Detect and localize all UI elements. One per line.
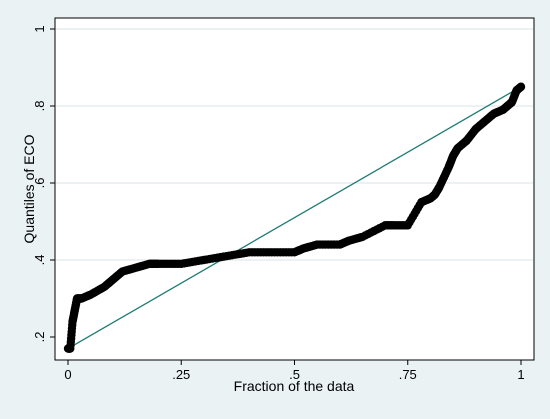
plot-area <box>54 17 535 361</box>
y-axis: .2 .4 .6 .8 1 <box>32 25 55 342</box>
x-tick-label: .75 <box>399 367 417 382</box>
y-tick-label: .4 <box>32 255 47 266</box>
data-point <box>516 82 526 91</box>
x-tick-label: .5 <box>289 367 300 382</box>
y-tick-label: .6 <box>32 178 47 189</box>
x-tick-label: 0 <box>64 367 71 382</box>
reference-line-group <box>67 86 522 350</box>
x-tick-label: 1 <box>517 367 524 382</box>
x-tick-label: .25 <box>172 367 190 382</box>
y-tick-label: .8 <box>32 101 47 112</box>
x-axis-label: Fraction of the data <box>234 378 355 394</box>
reference-line <box>67 86 522 350</box>
grid-lines <box>56 28 533 261</box>
y-axis-label: Quantiles of ECO <box>21 134 37 243</box>
y-tick-label: .2 <box>32 332 47 343</box>
y-tick-label: 1 <box>32 25 47 32</box>
x-axis: 0 .25 .5 .75 1 <box>64 360 525 382</box>
quantile-points <box>63 82 526 353</box>
